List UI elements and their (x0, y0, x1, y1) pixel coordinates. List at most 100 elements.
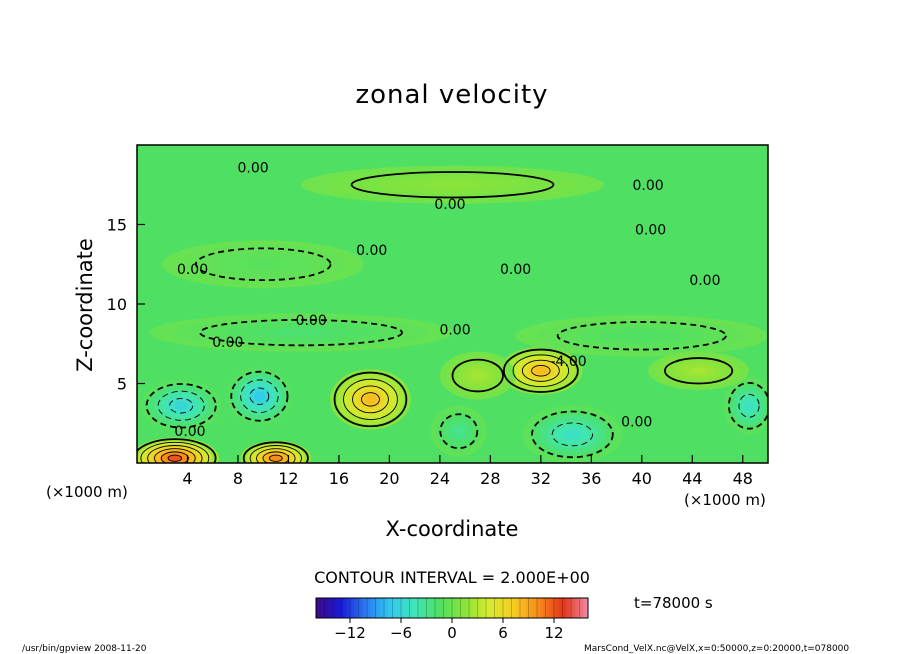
x-tick-label: 8 (233, 469, 243, 488)
x-axis-label: X-coordinate (386, 517, 519, 541)
plot-area (137, 145, 768, 463)
contour-line (551, 422, 594, 447)
contour-line (242, 441, 309, 463)
field-patch (246, 260, 281, 269)
contour-label: 0.00 (633, 178, 664, 194)
contour-line (147, 445, 203, 463)
x-tick-label: 16 (329, 469, 349, 488)
field-patch (533, 366, 548, 375)
field-patch (275, 329, 327, 336)
contour-line (199, 318, 403, 347)
contour-line (249, 445, 302, 463)
colorbar-tick-label: 6 (498, 624, 508, 642)
colorbar-dividers (324, 598, 580, 618)
footer-left: /usr/bin/gpview 2008-11-20 (22, 644, 147, 654)
contour-line (154, 448, 196, 463)
contour-line (145, 383, 217, 429)
x-tick-label: 36 (581, 469, 601, 488)
contour-label: 0.00 (500, 262, 531, 278)
contour-line (160, 451, 189, 463)
field-patch (269, 455, 282, 462)
contour-line (738, 393, 760, 418)
colorbar-tick-label: −12 (334, 624, 366, 642)
field-patch (167, 454, 183, 462)
contour-label: 0.00 (296, 313, 327, 329)
contour-line (512, 354, 570, 388)
colorbar: −12 −6 0 6 12 (315, 597, 589, 642)
x-unit-left: (×1000 m) (46, 483, 128, 501)
contour-interval-text: CONTOUR INTERVAL = 2.000E+00 (314, 568, 590, 587)
contour-labels: 0.00 0.00 0.00 0.00 0.00 0.00 0.00 0.00 0.00 0.00… (174, 160, 720, 440)
contour-line (727, 381, 768, 430)
contour-lines (137, 171, 768, 463)
x-unit-right: (×1000 m) (684, 491, 766, 509)
contour-label: 0.00 (621, 415, 652, 431)
contour-line (521, 359, 560, 382)
contour-line (194, 247, 332, 282)
contour-line (230, 370, 289, 422)
contour-line (333, 371, 408, 428)
x-tick-label: 44 (682, 469, 702, 488)
x-tick-label: 28 (480, 469, 500, 488)
x-tick-label: 12 (278, 469, 298, 488)
field-patch (363, 394, 378, 405)
y-tick-label: 15 (107, 216, 127, 235)
x-tick-label: 20 (379, 469, 399, 488)
contour-label: 0.00 (434, 197, 465, 213)
contour-line (140, 441, 210, 463)
contour-label: 0.00 (238, 160, 269, 176)
contour-line (352, 385, 389, 414)
contour-line (439, 413, 479, 450)
y-axis: 5 10 15 (107, 216, 145, 394)
field-patch (174, 401, 188, 411)
contour-line (169, 398, 194, 414)
contour-line (451, 358, 504, 393)
contour-line (268, 454, 283, 462)
contour-line (256, 448, 296, 463)
contour-line (531, 410, 614, 459)
contour-label: 0.00 (689, 273, 720, 289)
velocity-field (137, 165, 768, 463)
contour-line (343, 378, 398, 420)
field-patch (471, 371, 485, 380)
x-tick-label: 40 (632, 469, 652, 488)
contour-line (664, 357, 734, 385)
field-patch (690, 367, 708, 374)
field-patch (620, 332, 663, 340)
x-tick-label: 32 (531, 469, 551, 488)
colorbar-tick-label: 0 (447, 624, 457, 642)
field-patch (454, 426, 464, 436)
time-annotation: t=78000 s (634, 594, 713, 612)
contour-line (502, 348, 579, 393)
field-patch (253, 391, 265, 401)
contour-line (137, 438, 217, 463)
contour-label: 0.00 (439, 322, 470, 338)
x-tick-label: 48 (733, 469, 753, 488)
contour-label: 0.00 (635, 222, 666, 238)
field-patch (427, 181, 478, 188)
contour-line (556, 321, 727, 351)
footer-right: MarsCond_VelX.nc@VelX,x=0:50000,z=0:2000… (584, 644, 849, 654)
contour-line (350, 171, 555, 199)
colorbar-tick-label: 12 (544, 624, 563, 642)
contour-line (167, 454, 183, 462)
contour-line (240, 379, 279, 414)
field-patch (563, 429, 581, 440)
x-tick-label: 4 (182, 469, 192, 488)
contour-label: 0.00 (212, 335, 243, 351)
contour-line (157, 390, 205, 421)
contour-label: -4.00 (550, 354, 586, 370)
y-tick-label: 10 (107, 295, 127, 314)
x-axis: 4 8 12 16 20 24 28 32 36 40 44 48 (182, 455, 753, 488)
contour-line (531, 365, 551, 377)
contour-label: 0.00 (177, 262, 208, 278)
colorbar-ticks: −12 −6 0 6 12 (334, 618, 564, 642)
contour-label: 0.00 (356, 243, 387, 259)
y-tick-label: 5 (117, 375, 127, 394)
y-axis-label: Z-coordinate (73, 238, 97, 372)
field-patch (744, 400, 754, 411)
chart-title: zonal velocity (355, 80, 548, 110)
contour-label: 0.00 (174, 424, 205, 440)
contour-line (361, 392, 380, 407)
